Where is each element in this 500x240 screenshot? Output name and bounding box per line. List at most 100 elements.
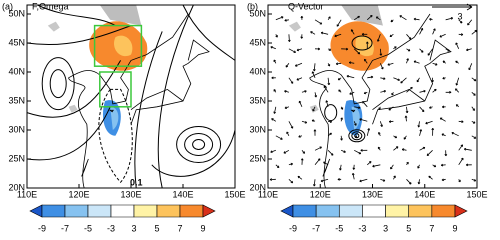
q-vector-head bbox=[340, 117, 344, 120]
q-vector-head bbox=[327, 82, 331, 86]
q-vector bbox=[314, 92, 317, 98]
omega-contour bbox=[98, 88, 133, 183]
colorbar-swatch bbox=[156, 204, 181, 218]
y-tick-label: 45N bbox=[249, 37, 266, 47]
q-vector-head bbox=[354, 123, 357, 126]
colorbar-swatch bbox=[454, 204, 468, 218]
q-vector-head bbox=[359, 179, 362, 183]
q-vector-head bbox=[461, 157, 464, 161]
q-vector-head bbox=[369, 161, 372, 164]
q-vector-head bbox=[297, 175, 300, 179]
q-vector-head bbox=[375, 16, 379, 19]
q-vector-head bbox=[361, 32, 364, 36]
q-vector-head bbox=[350, 29, 354, 32]
q-vector bbox=[379, 63, 384, 70]
q-vector-head bbox=[314, 95, 318, 98]
q-vector-head bbox=[433, 28, 436, 31]
shading-positive-light bbox=[114, 35, 133, 57]
contour-line bbox=[351, 131, 363, 141]
q-vector bbox=[367, 15, 373, 21]
colorbar-swatch bbox=[362, 204, 386, 218]
q-vector-head bbox=[391, 93, 394, 96]
q-vector-head bbox=[304, 90, 307, 93]
q-vector-head bbox=[312, 184, 316, 187]
q-vector bbox=[354, 149, 361, 155]
q-vector bbox=[413, 18, 420, 21]
coastline bbox=[68, 13, 189, 189]
q-vector-head bbox=[287, 39, 291, 42]
q-vector bbox=[379, 121, 383, 127]
q-vector bbox=[455, 42, 460, 49]
q-vector-head bbox=[358, 151, 362, 155]
q-vector-head bbox=[442, 60, 446, 63]
q-vector-head bbox=[327, 64, 331, 67]
q-vector bbox=[275, 135, 283, 140]
colorbar-label: 9 bbox=[200, 223, 205, 233]
q-vector bbox=[271, 118, 277, 122]
q-vector-head bbox=[388, 108, 391, 111]
q-vector-head bbox=[290, 126, 294, 129]
colorbar-swatch bbox=[431, 204, 456, 218]
q-vector bbox=[336, 62, 342, 65]
q-vector-head bbox=[420, 27, 424, 31]
q-vector-head bbox=[458, 179, 461, 183]
q-vector-head bbox=[311, 119, 315, 123]
q-vector-head bbox=[439, 35, 442, 38]
q-vector-head bbox=[276, 165, 280, 168]
colorbar-swatch bbox=[292, 204, 317, 218]
q-vector-head bbox=[450, 17, 454, 20]
q-vector bbox=[400, 77, 407, 84]
contour-line bbox=[324, 104, 338, 122]
q-vector-head bbox=[433, 164, 437, 168]
q-vector-head bbox=[323, 85, 327, 89]
q-vector-head bbox=[336, 24, 340, 27]
x-tick-label: 130E bbox=[120, 189, 141, 199]
q-vector-head bbox=[378, 132, 381, 135]
x-tick-label: 120E bbox=[68, 189, 89, 199]
y-tick-label: 40N bbox=[8, 66, 25, 76]
contour-line bbox=[348, 129, 366, 143]
q-vector bbox=[418, 121, 420, 128]
q-vector-head bbox=[312, 109, 315, 112]
q-vector-head bbox=[340, 138, 343, 141]
q-vector-head bbox=[345, 47, 349, 51]
q-vector bbox=[406, 179, 412, 185]
y-tick-label: 35N bbox=[249, 95, 266, 105]
coastline bbox=[309, 13, 431, 189]
q-vector bbox=[270, 149, 276, 153]
colorbar-swatch bbox=[87, 204, 112, 218]
q-vector bbox=[376, 16, 381, 21]
q-vector-head bbox=[406, 161, 409, 165]
q-vector-head bbox=[404, 115, 408, 118]
q-vector bbox=[339, 164, 342, 171]
q-vector-head bbox=[466, 48, 469, 52]
q-vector-head bbox=[367, 128, 371, 131]
q-vector-head bbox=[325, 100, 329, 103]
q-vector bbox=[314, 146, 322, 151]
q-vector-head bbox=[284, 106, 288, 109]
q-vector bbox=[440, 117, 446, 122]
q-vector bbox=[455, 88, 460, 93]
q-vector-head bbox=[413, 60, 417, 64]
q-vector-head bbox=[429, 18, 432, 21]
q-vector-head bbox=[473, 178, 477, 182]
q-vector-head bbox=[455, 42, 458, 45]
q-vector-head bbox=[338, 89, 341, 92]
shading-gray bbox=[341, 5, 383, 26]
q-vector bbox=[419, 48, 424, 53]
q-vector-head bbox=[270, 150, 273, 153]
colorbar-label: 7 bbox=[429, 223, 434, 233]
q-vector-head bbox=[387, 63, 390, 66]
q-vector bbox=[471, 77, 477, 82]
q-vector-head bbox=[451, 131, 454, 135]
q-vector bbox=[296, 48, 303, 51]
q-vector-head bbox=[300, 36, 304, 39]
q-vector-head bbox=[425, 121, 428, 125]
q-vector-head bbox=[439, 117, 443, 120]
y-tick-label: 25N bbox=[8, 153, 25, 163]
q-vector bbox=[427, 48, 433, 56]
q-vector bbox=[406, 106, 408, 113]
y-tick-label: 50N bbox=[249, 8, 266, 18]
q-vector-head bbox=[447, 49, 450, 52]
q-vector bbox=[471, 135, 477, 139]
